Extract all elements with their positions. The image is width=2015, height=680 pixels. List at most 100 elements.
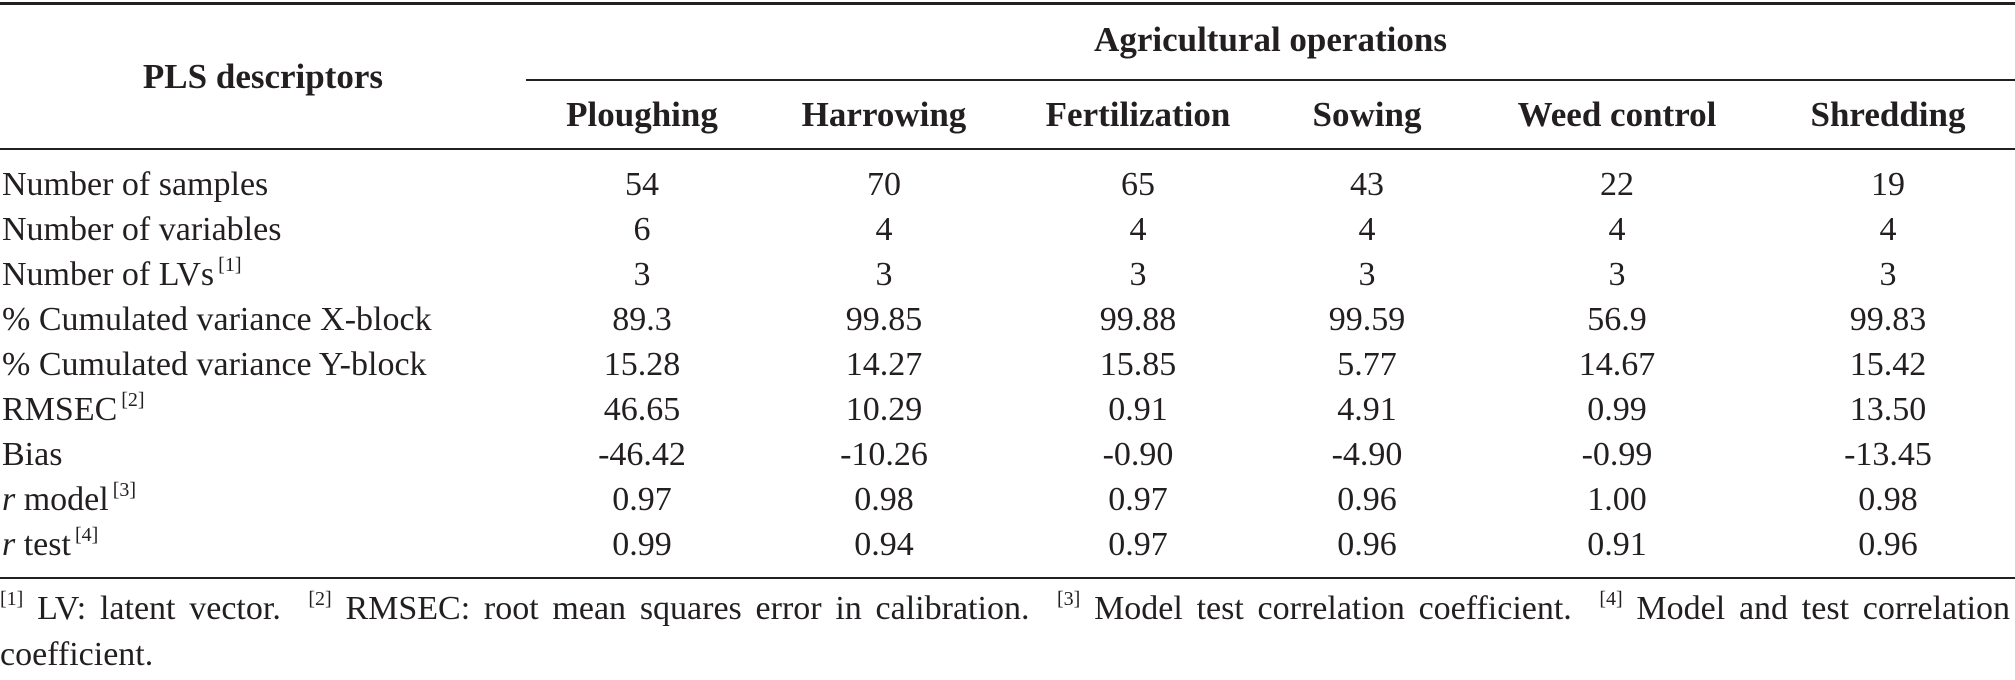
table-cell: 56.9 bbox=[1587, 301, 1647, 338]
table-cell: 0.97 bbox=[1108, 481, 1168, 518]
table-row: r test [4] 0.99 0.94 0.97 0.96 0.91 0.96 bbox=[0, 522, 2015, 567]
table-cell: 4.91 bbox=[1337, 391, 1397, 428]
table-cell: 99.85 bbox=[845, 301, 923, 338]
table-cell: 22 bbox=[1600, 166, 1634, 203]
table-row: Bias -46.42 -10.26 -0.90 -4.90 -0.99 -13.45 bbox=[0, 432, 2015, 477]
column-header-shredding: Shredding bbox=[1810, 95, 1966, 134]
row-label-text: Bias bbox=[2, 436, 63, 473]
table-cell: 4 bbox=[1879, 211, 1897, 248]
footnote-ref: [3] bbox=[1056, 588, 1081, 610]
table-cell: 0.91 bbox=[1587, 526, 1647, 563]
table-cell: 1.00 bbox=[1587, 481, 1647, 518]
table-row: RMSEC [2] 46.65 10.29 0.91 4.91 0.99 13.50 bbox=[0, 387, 2015, 432]
table-row: % Cumulated variance X-block 89.3 99.85 99.… bbox=[0, 297, 2015, 342]
row-label: Number of variables bbox=[2, 207, 281, 252]
row-label: RMSEC [2] bbox=[2, 387, 145, 437]
table-cell: 14.67 bbox=[1578, 346, 1656, 383]
header-rule bbox=[0, 148, 2015, 150]
table-row: Number of LVs [1] 3 3 3 3 3 3 bbox=[0, 252, 2015, 297]
table-row: r model [3] 0.97 0.98 0.97 0.96 1.00 0.98 bbox=[0, 477, 2015, 522]
table-cell: 70 bbox=[867, 166, 901, 203]
table-cell: 0.98 bbox=[1858, 481, 1918, 518]
table-cell: 99.88 bbox=[1099, 301, 1177, 338]
footnote-ref: [2] bbox=[308, 588, 332, 610]
table-cell: 99.83 bbox=[1849, 301, 1927, 338]
header-pls-descriptors: PLS descriptors bbox=[142, 57, 384, 96]
table-cell: 4 bbox=[875, 211, 893, 248]
table-cell: 99.59 bbox=[1328, 301, 1406, 338]
table-cell: -13.45 bbox=[1844, 436, 1932, 473]
table-cell: -46.42 bbox=[598, 436, 686, 473]
table-row: Number of variables 6 4 4 4 4 4 bbox=[0, 207, 2015, 252]
row-label-reference: [2] bbox=[121, 389, 145, 411]
table-cell: 0.94 bbox=[854, 526, 914, 563]
footnote-2: [2] RMSEC: root mean squares error in ca… bbox=[308, 588, 1030, 627]
column-header-weed-control: Weed control bbox=[1517, 95, 1717, 134]
row-label: r model [3] bbox=[2, 477, 136, 527]
table-cell: 15.28 bbox=[603, 346, 681, 383]
table-cell: 3 bbox=[1129, 256, 1147, 293]
table-cell: 6 bbox=[633, 211, 651, 248]
row-label-reference: [4] bbox=[74, 524, 99, 546]
table-cell: -0.90 bbox=[1102, 436, 1174, 473]
row-label: Number of LVs [1] bbox=[2, 252, 242, 302]
column-header-ploughing: Ploughing bbox=[566, 95, 718, 134]
table-cell: 4 bbox=[1129, 211, 1147, 248]
table-cell: -4.90 bbox=[1331, 436, 1403, 473]
table-cell: 13.50 bbox=[1849, 391, 1927, 428]
row-label-text: model bbox=[23, 481, 109, 518]
bottom-rule bbox=[0, 577, 2015, 579]
table-cell: -0.99 bbox=[1581, 436, 1653, 473]
footnote-text: Model and test correlation coefficient. bbox=[0, 590, 2011, 673]
top-rule bbox=[0, 2, 2015, 5]
table-cell: 54 bbox=[625, 166, 659, 203]
table-cell: 0.97 bbox=[1108, 526, 1168, 563]
table-cell: -10.26 bbox=[840, 436, 928, 473]
table-cell: 19 bbox=[1871, 166, 1905, 203]
row-label-symbol: r bbox=[2, 481, 16, 518]
table-cell: 15.85 bbox=[1099, 346, 1177, 383]
footnote-3: [3] Model test correlation coefficient. bbox=[1056, 588, 1572, 627]
row-label-text: Number of samples bbox=[2, 166, 269, 203]
table-cell: 0.91 bbox=[1108, 391, 1168, 428]
table-cell: 3 bbox=[1358, 256, 1376, 293]
row-label-text: Number of variables bbox=[2, 211, 282, 248]
footnote-text: LV: latent vector. bbox=[37, 590, 281, 627]
table-cell: 0.96 bbox=[1337, 481, 1397, 518]
table-cell: 14.27 bbox=[845, 346, 923, 383]
footnote-ref: [4] bbox=[1599, 588, 1623, 610]
table-cell: 3 bbox=[633, 256, 651, 293]
column-header-fertilization: Fertilization bbox=[1045, 95, 1231, 134]
table-cell: 4 bbox=[1358, 211, 1376, 248]
table-cell: 43 bbox=[1350, 166, 1384, 203]
row-label: Number of samples bbox=[2, 162, 268, 207]
footnote-text: RMSEC: root mean squares error in calibr… bbox=[345, 590, 1030, 627]
footnote-ref: [1] bbox=[0, 588, 24, 610]
table-cell: 10.29 bbox=[845, 391, 923, 428]
row-label: r test [4] bbox=[2, 522, 98, 572]
footnote-1: [1] LV: latent vector. bbox=[0, 588, 281, 627]
header-agricultural-operations: Agricultural operations bbox=[1094, 20, 1447, 59]
column-header-harrowing: Harrowing bbox=[801, 95, 967, 134]
row-label-text: RMSEC bbox=[2, 391, 118, 428]
row-label-text: % Cumulated variance Y-block bbox=[2, 346, 427, 383]
table-cell: 0.98 bbox=[854, 481, 914, 518]
table-row: % Cumulated variance Y-block 15.28 14.27 15… bbox=[0, 342, 2015, 387]
column-header-sowing: Sowing bbox=[1312, 95, 1422, 134]
table-cell: 0.96 bbox=[1858, 526, 1918, 563]
table-cell: 3 bbox=[1608, 256, 1626, 293]
table-cell: 89.3 bbox=[612, 301, 672, 338]
row-label-text: Number of LVs bbox=[2, 256, 215, 293]
table-cell: 0.99 bbox=[612, 526, 672, 563]
row-label-reference: [3] bbox=[112, 479, 137, 501]
table-footnotes: [1] LV: latent vector. [2] RMSEC: root m… bbox=[0, 588, 2010, 676]
table-cell: 0.99 bbox=[1587, 391, 1647, 428]
row-label: % Cumulated variance X-block bbox=[2, 297, 432, 342]
table-cell: 15.42 bbox=[1849, 346, 1927, 383]
subheader-rule bbox=[526, 79, 2015, 81]
footnote-4: [4] Model and test correlation coefficie… bbox=[0, 588, 2011, 673]
table-cell: 0.96 bbox=[1337, 526, 1397, 563]
row-label-text: % Cumulated variance X-block bbox=[2, 301, 432, 338]
row-label-text: test bbox=[23, 526, 71, 563]
row-label: Bias bbox=[2, 432, 62, 477]
